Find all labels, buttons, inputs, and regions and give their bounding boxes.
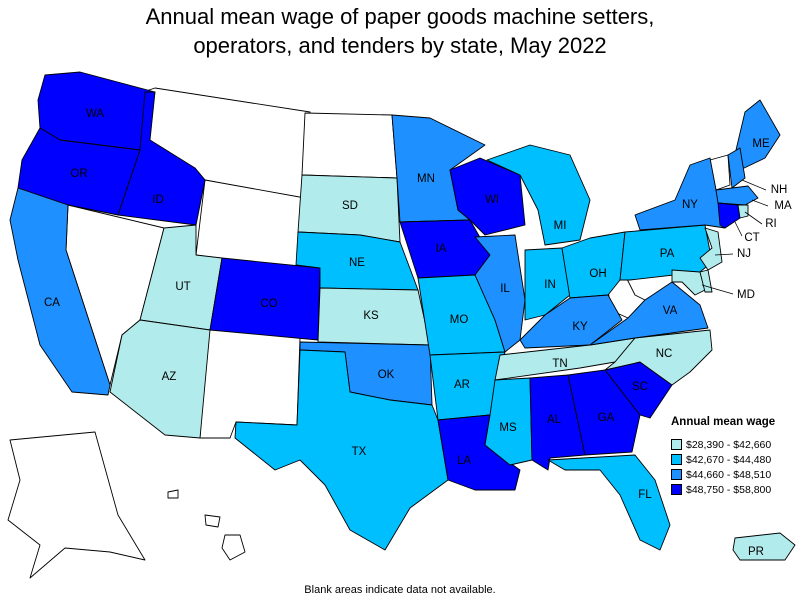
state-HI[interactable] <box>167 489 179 499</box>
label-LA: LA <box>457 455 471 467</box>
legend-item: $42,670 - $44,480 <box>671 452 799 467</box>
label-MI: MI <box>554 220 567 232</box>
label-MO: MO <box>450 314 469 326</box>
label-SC: SC <box>632 381 648 393</box>
state-ID[interactable] <box>117 91 206 226</box>
legend-swatch-1 <box>671 439 682 450</box>
state-MA[interactable] <box>715 185 759 206</box>
label-ME: ME <box>752 138 770 150</box>
label-NH: NH <box>771 184 788 196</box>
label-OK: OK <box>378 369 395 381</box>
label-NE: NE <box>349 257 365 269</box>
label-TN: TN <box>552 358 567 370</box>
label-IA: IA <box>436 243 447 255</box>
label-MN: MN <box>417 173 435 185</box>
state-FL[interactable] <box>547 454 671 551</box>
state-IN[interactable] <box>524 247 571 321</box>
label-WA: WA <box>86 108 104 120</box>
legend-label-2: $42,670 - $44,480 <box>686 453 772 466</box>
legend-swatch-3 <box>671 469 682 480</box>
legend-item: $28,390 - $42,660 <box>671 437 799 452</box>
legend-swatch-2 <box>671 454 682 465</box>
label-KY: KY <box>572 321 588 333</box>
state-VA[interactable] <box>589 281 709 346</box>
state-TX[interactable] <box>234 349 449 551</box>
label-NJ: NJ <box>737 248 751 260</box>
label-MA: MA <box>774 200 792 212</box>
label-IN: IN <box>544 279 556 291</box>
legend-item: $48,750 - $58,800 <box>671 482 799 497</box>
legend-label-4: $48,750 - $58,800 <box>686 483 772 496</box>
state-RI[interactable] <box>737 204 749 219</box>
state-KY[interactable] <box>519 294 623 349</box>
label-AZ: AZ <box>162 371 177 383</box>
state-AZ[interactable] <box>109 319 211 439</box>
legend-item: $44,660 - $48,510 <box>671 467 799 482</box>
label-OH: OH <box>589 268 606 280</box>
label-CT: CT <box>744 232 759 244</box>
state-HI[interactable] <box>221 534 246 561</box>
state-CA[interactable] <box>9 187 111 396</box>
legend-swatch-4 <box>671 484 682 495</box>
legend: Annual mean wage $28,390 - $42,660 $42,6… <box>671 416 799 497</box>
label-RI: RI <box>765 218 777 230</box>
label-IL: IL <box>500 283 510 295</box>
label-TX: TX <box>352 446 367 458</box>
us-wage-map: WA OR ID CA UT AZ CO SD NE KS OK TX MN I… <box>7 71 796 579</box>
label-NC: NC <box>656 348 673 360</box>
state-GA[interactable] <box>567 369 641 456</box>
state-NY[interactable] <box>634 157 726 231</box>
footnote: Blank areas indicate data not available. <box>304 584 496 596</box>
state-IL[interactable] <box>474 234 526 353</box>
map-title: Annual mean wage of paper goods machine … <box>0 2 800 60</box>
state-MI[interactable] <box>486 144 591 246</box>
state-WI[interactable] <box>449 157 526 236</box>
label-AR: AR <box>454 379 470 391</box>
state-ME[interactable] <box>735 99 781 171</box>
label-GA: GA <box>598 412 615 424</box>
state-NH[interactable] <box>727 147 746 189</box>
state-PR[interactable] <box>732 532 796 561</box>
legend-title: Annual mean wage <box>671 416 776 428</box>
title-line-2: operators, and tenders by state, May 202… <box>193 33 607 58</box>
label-WI: WI <box>485 194 499 206</box>
state-NC[interactable] <box>604 329 713 386</box>
title-line-1: Annual mean wage of paper goods machine … <box>145 4 655 29</box>
label-KS: KS <box>363 310 379 322</box>
label-MD: MD <box>737 289 755 301</box>
label-FL: FL <box>638 489 652 501</box>
label-OR: OR <box>70 168 87 180</box>
label-PR: PR <box>748 546 764 558</box>
state-CT[interactable] <box>717 202 741 229</box>
label-CO: CO <box>260 298 277 310</box>
label-PA: PA <box>660 248 675 260</box>
state-HI[interactable] <box>204 514 221 528</box>
state-ND[interactable] <box>301 112 398 179</box>
label-AL: AL <box>547 414 562 426</box>
legend-label-3: $44,660 - $48,510 <box>686 468 772 481</box>
state-NM[interactable] <box>199 327 301 439</box>
state-AK[interactable] <box>7 431 146 579</box>
label-VA: VA <box>663 305 678 317</box>
label-ID: ID <box>152 194 164 206</box>
label-NY: NY <box>682 199 698 211</box>
label-UT: UT <box>175 281 190 293</box>
label-MS: MS <box>499 422 517 434</box>
legend-label-1: $28,390 - $42,660 <box>686 438 772 451</box>
label-SD: SD <box>342 200 358 212</box>
label-CA: CA <box>44 297 60 309</box>
leader-lines <box>701 179 769 295</box>
